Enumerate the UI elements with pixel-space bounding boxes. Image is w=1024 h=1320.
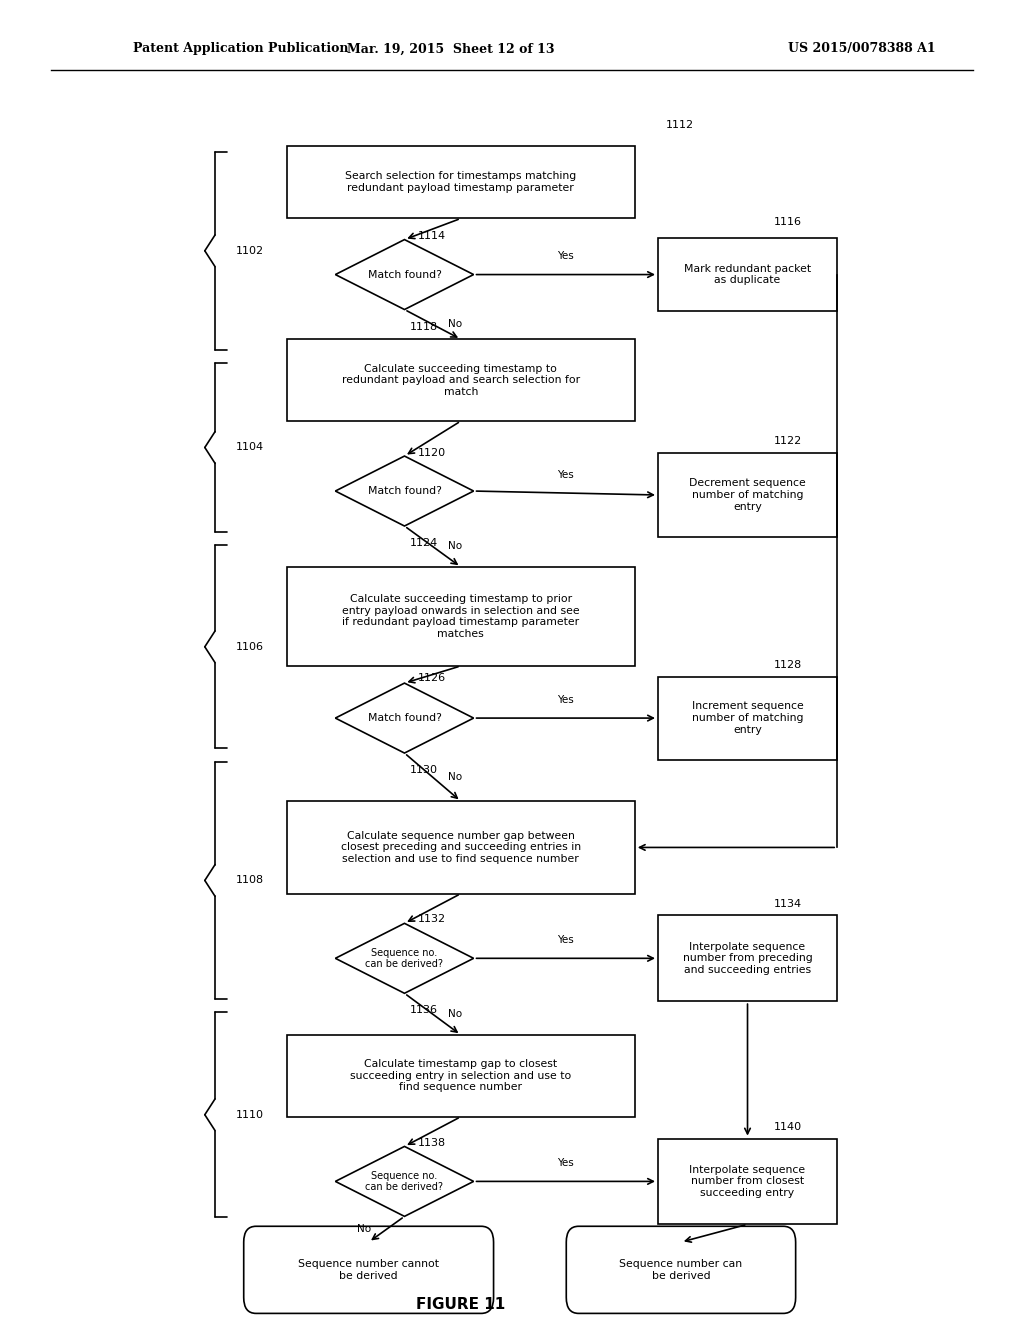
Text: 1112: 1112 [666, 120, 693, 131]
Text: 1130: 1130 [410, 766, 437, 775]
Text: Yes: Yes [557, 694, 574, 705]
Text: No: No [449, 772, 462, 783]
FancyBboxPatch shape [244, 1226, 494, 1313]
Text: 1122: 1122 [774, 436, 803, 446]
Text: Sequence number cannot
be derived: Sequence number cannot be derived [298, 1259, 439, 1280]
Text: Mar. 19, 2015  Sheet 12 of 13: Mar. 19, 2015 Sheet 12 of 13 [347, 42, 554, 55]
Text: Calculate sequence number gap between
closest preceding and succeeding entries i: Calculate sequence number gap between cl… [341, 830, 581, 865]
Text: Patent Application Publication: Patent Application Publication [133, 42, 348, 55]
Text: Match found?: Match found? [368, 269, 441, 280]
Text: Yes: Yes [557, 251, 574, 261]
Text: 1138: 1138 [418, 1138, 445, 1148]
Polygon shape [336, 682, 473, 752]
Text: Sequence number can
be derived: Sequence number can be derived [620, 1259, 742, 1280]
FancyBboxPatch shape [287, 568, 635, 665]
Text: 1108: 1108 [236, 875, 263, 886]
Text: 1104: 1104 [236, 442, 263, 453]
Text: Match found?: Match found? [368, 713, 441, 723]
Text: Yes: Yes [557, 1158, 574, 1168]
FancyBboxPatch shape [287, 145, 635, 218]
Polygon shape [336, 457, 473, 525]
FancyBboxPatch shape [657, 1138, 837, 1225]
Text: 1136: 1136 [410, 1006, 437, 1015]
Text: Sequence no.
can be derived?: Sequence no. can be derived? [366, 1171, 443, 1192]
Polygon shape [336, 1146, 473, 1217]
Text: Yes: Yes [557, 470, 574, 479]
Text: 1106: 1106 [236, 642, 263, 652]
Text: Interpolate sequence
number from closest
succeeding entry: Interpolate sequence number from closest… [689, 1164, 806, 1199]
Text: Sequence no.
can be derived?: Sequence no. can be derived? [366, 948, 443, 969]
Text: 1132: 1132 [418, 913, 445, 924]
Text: 1102: 1102 [236, 246, 263, 256]
Text: No: No [449, 541, 462, 552]
Text: 1128: 1128 [774, 660, 803, 671]
FancyBboxPatch shape [287, 801, 635, 894]
Text: 1124: 1124 [410, 539, 438, 548]
Text: Calculate succeeding timestamp to prior
entry payload onwards in selection and s: Calculate succeeding timestamp to prior … [342, 594, 580, 639]
FancyBboxPatch shape [287, 339, 635, 421]
Text: Match found?: Match found? [368, 486, 441, 496]
Text: 1114: 1114 [418, 231, 445, 242]
Text: Yes: Yes [557, 935, 574, 945]
Text: 1126: 1126 [418, 673, 445, 684]
FancyBboxPatch shape [657, 676, 837, 759]
Text: Mark redundant packet
as duplicate: Mark redundant packet as duplicate [684, 264, 811, 285]
Text: Interpolate sequence
number from preceding
and succeeding entries: Interpolate sequence number from precedi… [683, 941, 812, 975]
FancyBboxPatch shape [657, 916, 837, 1001]
Text: No: No [357, 1224, 371, 1234]
Text: Decrement sequence
number of matching
entry: Decrement sequence number of matching en… [689, 478, 806, 512]
Text: No: No [449, 1008, 462, 1019]
Text: 1120: 1120 [418, 447, 445, 458]
Text: Calculate timestamp gap to closest
succeeding entry in selection and use to
find: Calculate timestamp gap to closest succe… [350, 1059, 571, 1093]
Text: Calculate succeeding timestamp to
redundant payload and search selection for
mat: Calculate succeeding timestamp to redund… [342, 363, 580, 397]
FancyBboxPatch shape [657, 238, 837, 310]
Text: 1110: 1110 [236, 1110, 263, 1119]
Text: 1140: 1140 [774, 1122, 802, 1133]
Text: US 2015/0078388 A1: US 2015/0078388 A1 [788, 42, 936, 55]
Text: Increment sequence
number of matching
entry: Increment sequence number of matching en… [691, 701, 804, 735]
FancyBboxPatch shape [657, 453, 837, 536]
FancyBboxPatch shape [566, 1226, 796, 1313]
Text: 1118: 1118 [410, 322, 437, 331]
FancyBboxPatch shape [287, 1035, 635, 1117]
Text: 1134: 1134 [774, 899, 802, 909]
Text: No: No [449, 319, 462, 330]
Text: Search selection for timestamps matching
redundant payload timestamp parameter: Search selection for timestamps matching… [345, 172, 577, 193]
Text: 1116: 1116 [774, 216, 802, 227]
Text: FIGURE 11: FIGURE 11 [416, 1296, 506, 1312]
Polygon shape [336, 924, 473, 993]
Polygon shape [336, 240, 473, 309]
